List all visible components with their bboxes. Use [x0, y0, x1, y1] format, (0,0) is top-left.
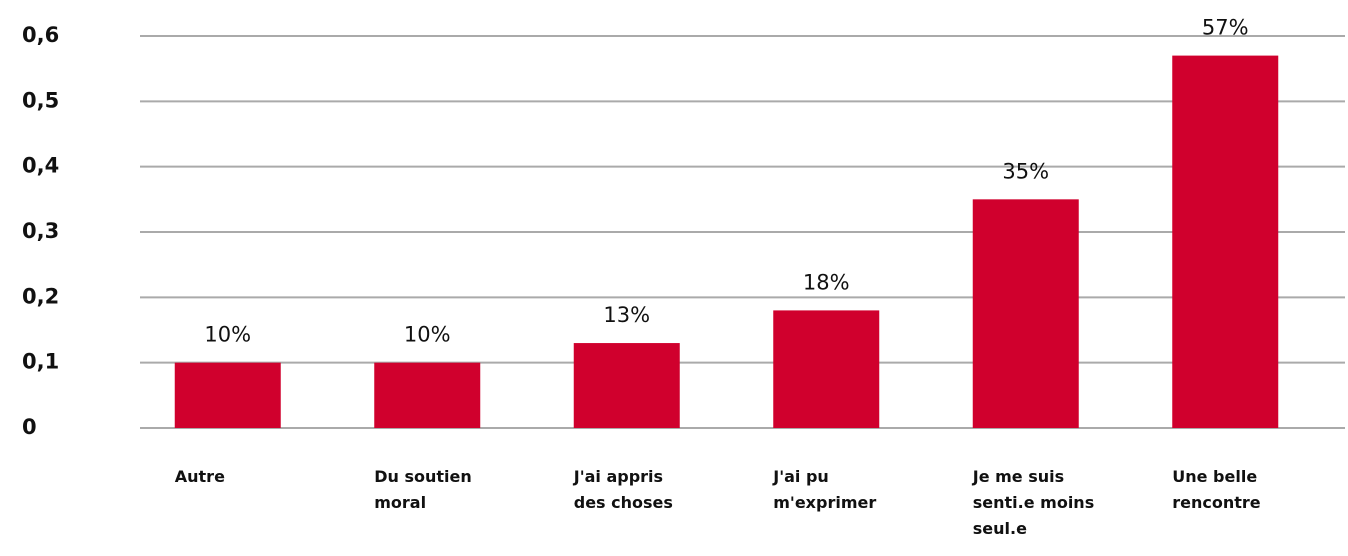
x-tick-label: Je me suis senti.e moins seul.e: [972, 467, 1095, 538]
y-tick-label: 0,1: [22, 350, 59, 374]
y-tick-label: 0,3: [22, 219, 59, 243]
value-label: 13%: [603, 303, 650, 327]
y-tick-label: 0,5: [22, 88, 59, 112]
y-tick-label: 0,2: [22, 284, 59, 308]
x-tick-label: Autre: [174, 467, 225, 486]
bar: [374, 362, 481, 428]
bar: [174, 362, 281, 428]
bar: [773, 310, 880, 428]
value-label: 35%: [1002, 159, 1049, 183]
y-tick-label: 0: [22, 415, 37, 439]
x-tick-label: Du soutien moral: [374, 467, 472, 512]
bar: [573, 343, 680, 428]
value-label: 57%: [1202, 16, 1249, 40]
bar: [1172, 55, 1279, 428]
value-label: 10%: [204, 323, 251, 347]
value-label: 10%: [404, 323, 451, 347]
x-tick-label: J'ai pu m'exprimer: [773, 467, 877, 512]
x-tick-label: Une belle rencontre: [1172, 467, 1261, 512]
y-tick-label: 0,4: [22, 154, 59, 178]
bar: [972, 199, 1079, 428]
value-label: 18%: [803, 270, 850, 294]
y-tick-label: 0,6: [22, 23, 59, 47]
x-tick-label: J'ai appris des choses: [573, 467, 673, 512]
